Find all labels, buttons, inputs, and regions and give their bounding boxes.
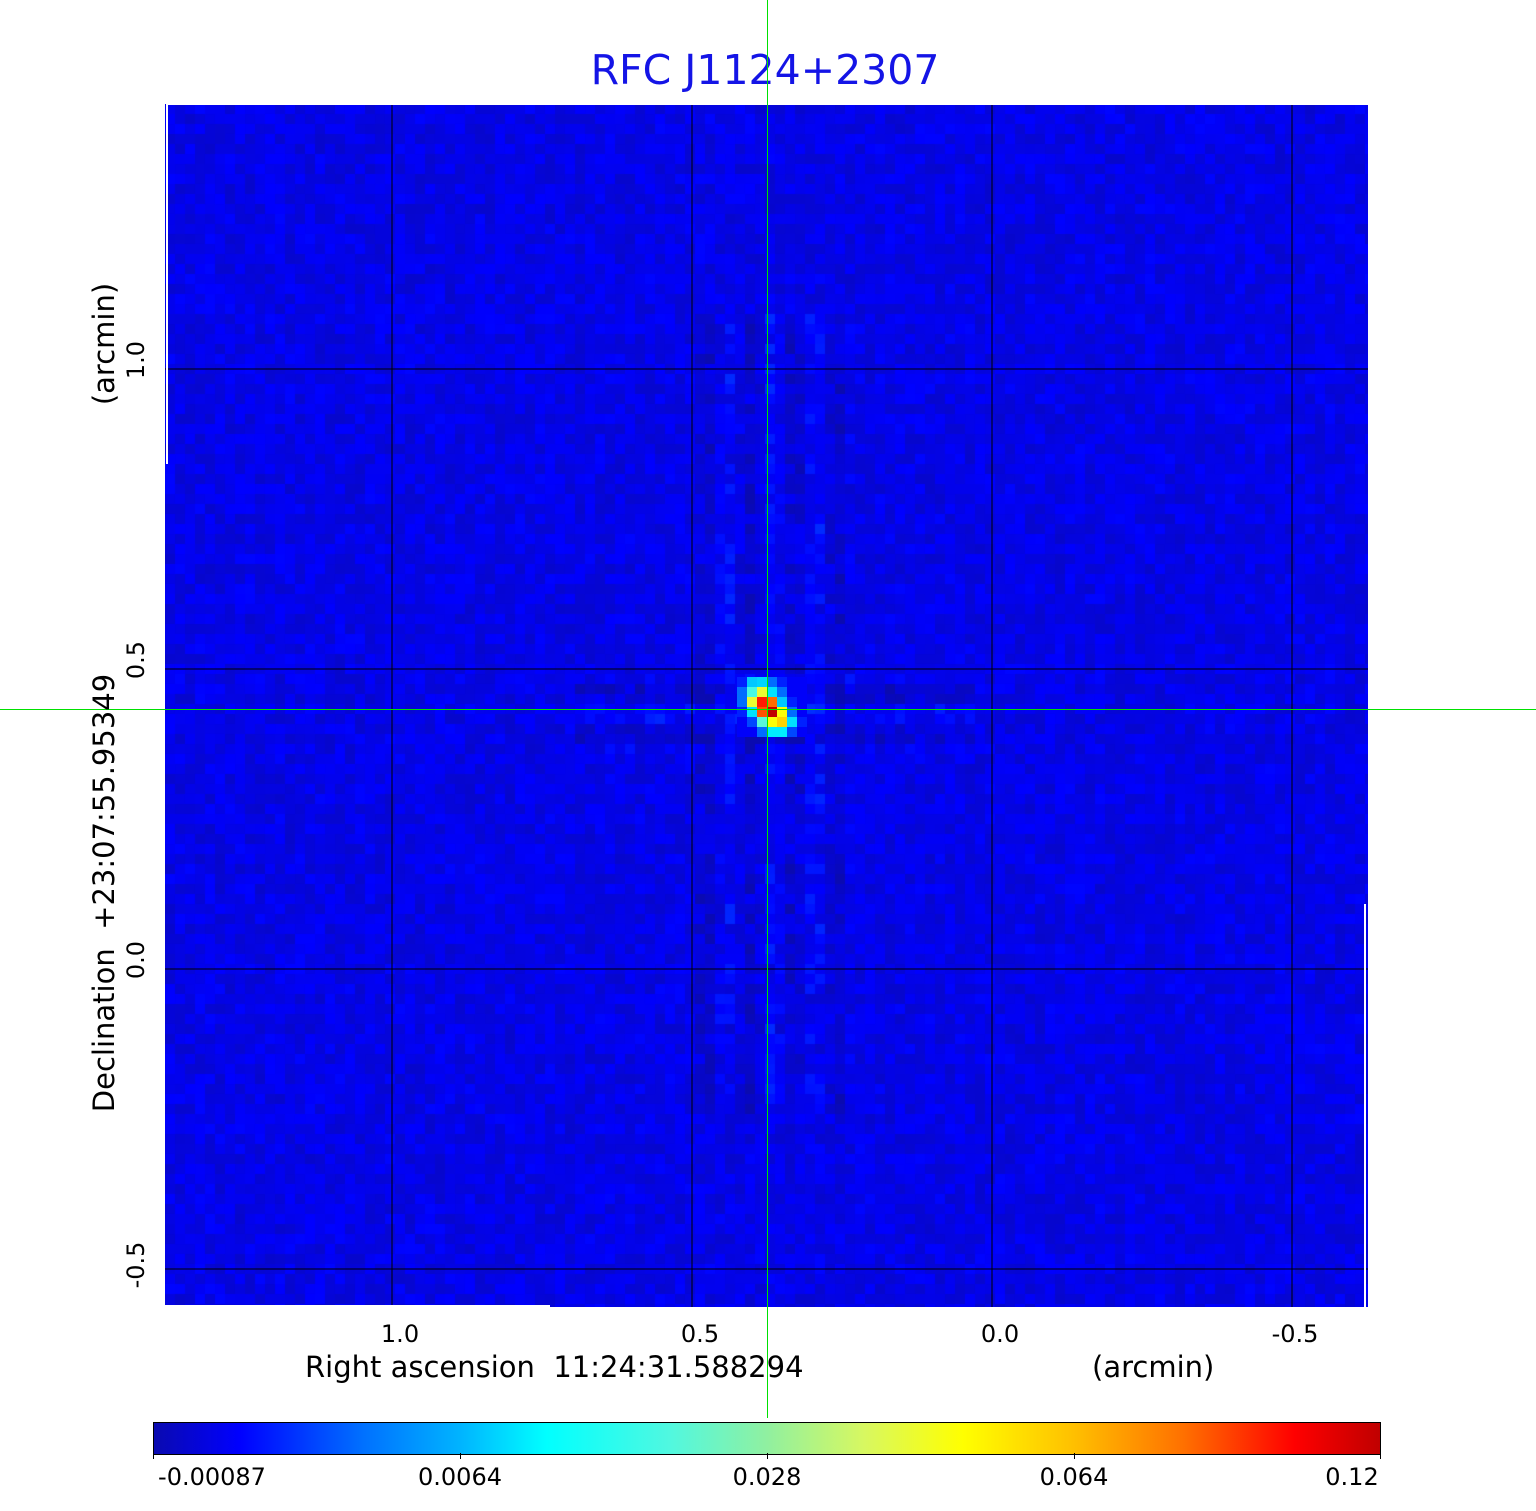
source-pixel: [747, 707, 757, 717]
colorbar-tick: [1074, 1453, 1075, 1459]
source-pixel: [747, 687, 757, 697]
source-pixel: [767, 727, 777, 737]
source-pixel: [747, 697, 757, 707]
source-pixel: [777, 727, 787, 737]
source-pixel: [757, 687, 767, 697]
plot-overlay: [165, 103, 1368, 1307]
source-pixel: [757, 697, 767, 707]
source-pixel: [747, 717, 757, 727]
image-plot: [165, 103, 1368, 1307]
colorbar-tick-label: -0.00087: [158, 1463, 266, 1491]
source-pixel: [747, 677, 757, 687]
colorbar: [153, 1422, 1381, 1455]
source-pixel: [797, 697, 807, 707]
source-pixel: [787, 697, 797, 707]
source-pixel: [797, 717, 807, 727]
source-pixel: [797, 707, 807, 717]
source-pixel: [797, 677, 807, 687]
source-pixel: [777, 687, 787, 697]
x-axis-unit: (arcmin): [1092, 1350, 1215, 1384]
source-pixel: [777, 697, 787, 707]
y-tick-label: -0.5: [122, 1241, 150, 1289]
source-pixel: [737, 727, 747, 737]
y-tick-label: 1.0: [122, 340, 150, 380]
chart-title: RFC J1124+2307: [590, 46, 940, 94]
source-pixel: [757, 677, 767, 687]
source-pixel: [737, 677, 747, 687]
y-axis-label: Declination +23:07:55.95349: [87, 673, 121, 1113]
y-tick-label: 0.0: [122, 940, 150, 980]
source-pixel: [737, 707, 747, 717]
source-pixel: [767, 717, 777, 727]
source-pixel: [757, 707, 767, 717]
colorbar-tick-label: 0.064: [1039, 1463, 1109, 1491]
source-pixel: [757, 727, 767, 737]
source-pixel: [777, 677, 787, 687]
crosshair-horizontal: [0, 709, 1536, 710]
x-tick-label: -0.5: [1271, 1320, 1319, 1348]
source-pixel: [777, 707, 787, 717]
source-pixel: [767, 697, 777, 707]
x-axis-label: Right ascension 11:24:31.588294: [305, 1350, 804, 1384]
source-pixel: [787, 717, 797, 727]
colorbar-tick: [460, 1453, 461, 1459]
colorbar-tick-label: 0.12: [1325, 1463, 1379, 1491]
source-pixel: [737, 697, 747, 707]
source-pixel: [797, 727, 807, 737]
source-pixel: [767, 707, 777, 717]
source-pixel: [787, 707, 797, 717]
crosshair-vertical: [767, 0, 768, 1418]
source-pixel: [787, 677, 797, 687]
x-tick-label: 0.5: [680, 1320, 720, 1348]
source-pixel: [797, 687, 807, 697]
source-pixel: [737, 717, 747, 727]
x-tick-label: 0.0: [980, 1320, 1020, 1348]
colorbar-tick: [153, 1453, 154, 1459]
colorbar-tick: [1380, 1453, 1381, 1459]
source-pixel: [777, 717, 787, 727]
x-tick-label: 1.0: [380, 1320, 420, 1348]
source-pixel: [787, 687, 797, 697]
source-pixel: [737, 687, 747, 697]
source-pixel: [747, 727, 757, 737]
source-pixel: [767, 687, 777, 697]
colorbar-tick: [767, 1453, 768, 1459]
source-pixel: [757, 717, 767, 727]
y-axis-unit: (arcmin): [87, 282, 121, 406]
colorbar-tick-label: 0.028: [732, 1463, 802, 1491]
source-pixel: [767, 677, 777, 687]
y-tick-label: 0.5: [122, 640, 150, 680]
source-pixel: [787, 727, 797, 737]
colorbar-tick-label: 0.0064: [418, 1463, 502, 1491]
